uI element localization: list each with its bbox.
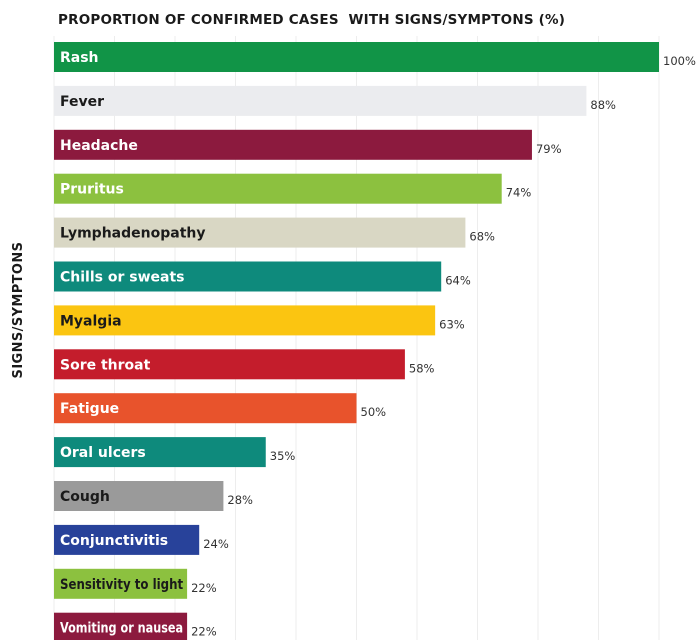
bar [54,305,436,336]
bar [54,524,200,555]
value-label: 63% [439,317,465,331]
value-label: 28% [227,493,253,507]
bar [54,173,502,204]
category-label: Oral ulcers [60,445,146,461]
bar [54,437,266,468]
bar [54,217,466,248]
category-label: Chills or sweats [60,270,184,286]
category-label: Fever [60,94,104,110]
category-label: Pruritus [60,182,124,198]
value-label: 88% [590,98,616,112]
category-label: Rash [60,50,99,66]
value-label: 22% [191,625,217,639]
value-label: 64% [445,274,471,288]
value-label: 68% [469,230,495,244]
value-label: 24% [203,537,229,551]
category-label: Fatigue [60,401,119,417]
category-label: Vomiting or nausea [60,621,183,637]
bar [54,129,532,160]
category-label: Lymphadenopathy [60,226,205,242]
bars-group: Rash 100% Fever 88% Headache 79% Pruritus 74% Ly… [54,42,696,640]
bar [54,261,442,292]
value-label: 50% [361,405,387,419]
category-label: Headache [60,138,138,154]
category-label: Sore throat [60,357,151,373]
bar [54,349,405,380]
value-label: 22% [191,581,217,595]
value-label: 58% [409,361,435,375]
bar [54,85,587,116]
chart-title: PROPORTION OF CONFIRMED CASES WITH SIGNS… [58,12,565,28]
category-label: Sensitivity to light [60,577,183,593]
bar [54,481,224,511]
value-label: 35% [270,449,296,463]
bar [54,393,357,424]
y-axis-label: SIGNS/SYMPTONS [11,242,26,379]
value-label: 100% [663,54,696,68]
value-label: 79% [536,142,562,156]
bar [54,568,188,599]
value-label: 74% [506,186,532,200]
bar [54,42,659,72]
bar [54,612,188,640]
category-label: Cough [60,489,110,505]
category-label: Myalgia [60,313,122,329]
category-label: Conjunctivitis [60,533,168,549]
